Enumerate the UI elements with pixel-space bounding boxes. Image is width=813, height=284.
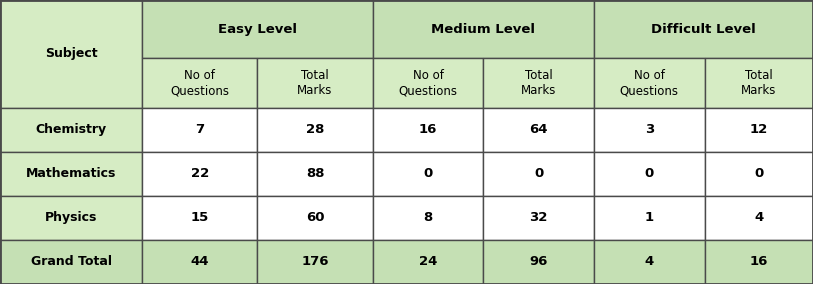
Bar [483, 58, 594, 108]
Text: 15: 15 [191, 212, 209, 224]
Text: 60: 60 [306, 212, 324, 224]
Text: 44: 44 [190, 256, 209, 268]
Text: 24: 24 [419, 256, 437, 268]
Bar [142, 196, 258, 240]
Text: 16: 16 [750, 256, 768, 268]
Text: Total
Marks: Total Marks [521, 69, 556, 97]
Text: Difficult Level: Difficult Level [651, 23, 756, 36]
Text: Subject: Subject [45, 47, 98, 60]
Bar [705, 196, 813, 240]
Text: 1: 1 [645, 212, 654, 224]
Text: Mathematics: Mathematics [26, 168, 116, 180]
Bar [0, 108, 142, 152]
Text: Grand Total: Grand Total [31, 256, 111, 268]
Text: Medium Level: Medium Level [431, 23, 535, 36]
Bar [372, 108, 483, 152]
Text: No of
Questions: No of Questions [171, 69, 229, 97]
Bar [483, 240, 594, 284]
Bar [0, 152, 142, 196]
Bar [705, 58, 813, 108]
Text: Easy Level: Easy Level [218, 23, 297, 36]
Bar [142, 58, 258, 108]
Bar [142, 0, 372, 58]
Bar [142, 108, 258, 152]
Text: Physics: Physics [45, 212, 98, 224]
Bar [483, 196, 594, 240]
Bar [142, 240, 258, 284]
Text: 0: 0 [645, 168, 654, 180]
Bar [483, 108, 594, 152]
Bar [483, 152, 594, 196]
Text: 0: 0 [424, 168, 433, 180]
Bar [258, 196, 372, 240]
Bar [258, 58, 372, 108]
Text: Chemistry: Chemistry [36, 124, 107, 136]
Text: 16: 16 [419, 124, 437, 136]
Text: No of
Questions: No of Questions [398, 69, 458, 97]
Bar [594, 108, 705, 152]
Text: 176: 176 [302, 256, 328, 268]
Text: Total
Marks: Total Marks [741, 69, 776, 97]
Bar [0, 0, 142, 108]
Bar [372, 196, 483, 240]
Bar [0, 240, 142, 284]
Text: 12: 12 [750, 124, 768, 136]
Bar [372, 0, 594, 58]
Bar [372, 240, 483, 284]
Text: 64: 64 [529, 124, 548, 136]
Bar [258, 152, 372, 196]
Text: Total
Marks: Total Marks [298, 69, 333, 97]
Text: 4: 4 [645, 256, 654, 268]
Bar [258, 240, 372, 284]
Bar [372, 58, 483, 108]
Text: 32: 32 [529, 212, 548, 224]
Text: 4: 4 [754, 212, 763, 224]
Text: 96: 96 [529, 256, 548, 268]
Text: 0: 0 [534, 168, 543, 180]
Bar [705, 240, 813, 284]
Bar [372, 152, 483, 196]
Text: 8: 8 [424, 212, 433, 224]
Bar [594, 196, 705, 240]
Bar [594, 58, 705, 108]
Text: 88: 88 [306, 168, 324, 180]
Text: 0: 0 [754, 168, 763, 180]
Bar [258, 108, 372, 152]
Bar [594, 240, 705, 284]
Text: 7: 7 [195, 124, 204, 136]
Text: No of
Questions: No of Questions [620, 69, 679, 97]
Bar [705, 152, 813, 196]
Bar [142, 152, 258, 196]
Text: 28: 28 [306, 124, 324, 136]
Text: 3: 3 [645, 124, 654, 136]
Text: 22: 22 [191, 168, 209, 180]
Bar [594, 0, 813, 58]
Bar [705, 108, 813, 152]
Bar [0, 196, 142, 240]
Bar [594, 152, 705, 196]
